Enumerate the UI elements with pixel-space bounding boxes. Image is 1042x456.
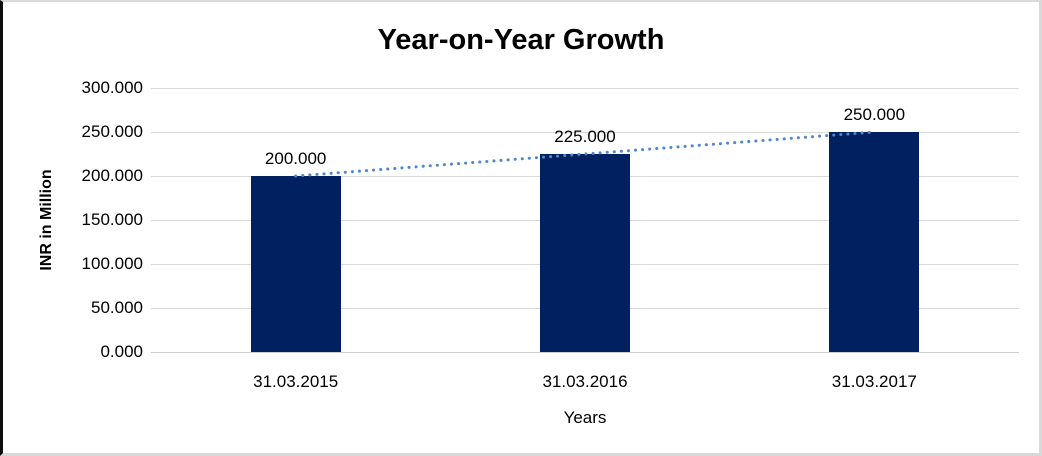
- y-tick-label: 200.000: [81, 166, 143, 185]
- x-tick-label: 31.03.2017: [831, 372, 917, 391]
- x-axis-title: Years: [563, 408, 607, 427]
- bar: [540, 154, 630, 352]
- bar-value-label: 225.000: [554, 127, 616, 146]
- bar: [250, 176, 341, 352]
- bar: [829, 132, 920, 352]
- y-tick-label: 0.000: [100, 342, 143, 361]
- x-tick-label: 31.03.2016: [542, 372, 628, 391]
- bar-value-label: 250.000: [843, 105, 906, 124]
- y-tick-label: 300.000: [81, 78, 143, 97]
- chart-title: Year-on-Year Growth: [377, 24, 665, 56]
- gridline: [151, 88, 1019, 89]
- x-tick-label: 31.03.2015: [253, 372, 339, 391]
- bar-value-label: 200.000: [264, 149, 327, 168]
- y-tick-label: 50.000: [91, 298, 143, 317]
- y-tick-label: 150.000: [81, 210, 143, 229]
- y-tick-label: 250.000: [81, 122, 143, 141]
- y-tick-label: 100.000: [81, 254, 143, 273]
